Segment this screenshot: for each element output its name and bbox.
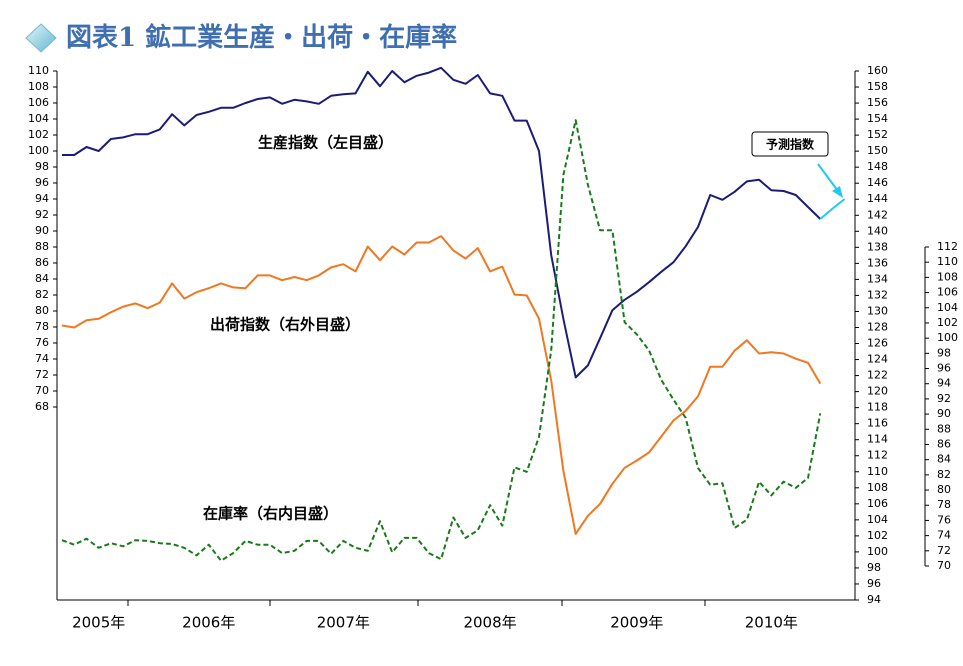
tick-label: 110 — [937, 255, 958, 268]
tick-label: 78 — [937, 498, 951, 511]
tick-label: 134 — [867, 272, 888, 285]
x-tick-label: 2008年 — [463, 614, 516, 632]
tick-label: 78 — [35, 320, 49, 333]
tick-label: 152 — [867, 128, 888, 141]
tick-label: 96 — [937, 362, 951, 375]
tick-label: 86 — [35, 256, 49, 269]
tick-label: 102 — [867, 529, 888, 542]
tick-label: 156 — [867, 96, 888, 109]
axes — [56, 71, 926, 606]
tick-label: 96 — [867, 577, 881, 590]
tick-label: 80 — [937, 483, 951, 496]
tick-label: 70 — [937, 559, 951, 572]
tick-label: 92 — [35, 208, 49, 221]
series-line — [61, 235, 822, 535]
annotation-box — [751, 131, 829, 157]
tick-label: 84 — [35, 272, 49, 285]
tick-label: 136 — [867, 256, 888, 269]
tick-label: 86 — [937, 437, 951, 450]
tick-label: 106 — [867, 497, 888, 510]
title-icon — [25, 23, 57, 53]
series-line — [61, 119, 822, 562]
x-tick-label: 2007年 — [317, 614, 370, 632]
tick-label: 88 — [35, 240, 49, 253]
tick-label: 126 — [867, 337, 888, 350]
tick-label: 92 — [937, 392, 951, 405]
tick-label: 72 — [35, 368, 49, 381]
tick-label: 102 — [937, 316, 958, 329]
tick-label: 96 — [35, 176, 49, 189]
tick-label: 104 — [28, 112, 49, 125]
tick-label: 118 — [867, 401, 888, 414]
tick-label: 148 — [867, 160, 888, 173]
tick-label: 84 — [937, 453, 951, 466]
tick-label: 108 — [28, 80, 49, 93]
tick-label: 94 — [867, 593, 881, 606]
tick-label: 94 — [937, 377, 951, 390]
tick-label: 82 — [937, 468, 951, 481]
tick-label: 100 — [937, 331, 958, 344]
tick-label: 72 — [937, 544, 951, 557]
tick-label: 132 — [867, 288, 888, 301]
tick-label: 124 — [867, 353, 888, 366]
tick-label: 108 — [937, 270, 958, 283]
tick-label: 116 — [867, 417, 888, 430]
tick-label: 106 — [937, 286, 958, 299]
x-tick-label: 2009年 — [610, 614, 663, 632]
tick-label: 128 — [867, 320, 888, 333]
tick-label: 110 — [867, 465, 888, 478]
tick-label: 158 — [867, 80, 888, 93]
series-line — [819, 198, 846, 220]
tick-label: 74 — [937, 529, 951, 542]
series-label: 出荷指数（右外目盛） — [210, 316, 360, 334]
tick-label: 76 — [35, 336, 49, 349]
tick-label: 100 — [867, 545, 888, 558]
annotation-arrow — [817, 163, 839, 192]
tick-label: 146 — [867, 176, 888, 189]
tick-label: 98 — [867, 561, 881, 574]
annotation-label: 予測指数 — [766, 137, 815, 152]
tick-label: 70 — [35, 384, 49, 397]
tick-label: 82 — [35, 288, 49, 301]
series-line — [62, 66, 821, 379]
tick-label: 142 — [867, 208, 888, 221]
annotation-arrowhead — [832, 186, 843, 198]
tick-label: 88 — [937, 422, 951, 435]
tick-label: 74 — [35, 352, 49, 365]
tick-label: 90 — [937, 407, 951, 420]
tick-label: 98 — [35, 160, 49, 173]
tick-label: 98 — [937, 346, 951, 359]
series-label: 在庫率（右内目盛） — [203, 505, 338, 523]
x-tick-label: 2006年 — [182, 614, 235, 632]
tick-label: 140 — [867, 224, 888, 237]
tick-label: 160 — [867, 64, 888, 77]
tick-label: 122 — [867, 369, 888, 382]
tick-label: 104 — [937, 301, 958, 314]
tick-label: 100 — [28, 144, 49, 157]
tick-label: 112 — [937, 240, 958, 253]
tick-label: 106 — [28, 96, 49, 109]
tick-label: 150 — [867, 144, 888, 157]
tick-label: 130 — [867, 304, 888, 317]
tick-label: 80 — [35, 304, 49, 317]
tick-label: 102 — [28, 128, 49, 141]
tick-label: 154 — [867, 112, 888, 125]
tick-label: 108 — [867, 481, 888, 494]
series-label: 生産指数（左目盛） — [258, 134, 393, 152]
tick-label: 90 — [35, 224, 49, 237]
tick-label: 110 — [28, 64, 49, 77]
tick-label: 76 — [937, 513, 951, 526]
tick-label: 138 — [867, 240, 888, 253]
tick-label: 114 — [867, 433, 888, 446]
x-tick-label: 2010年 — [745, 614, 798, 632]
x-tick-label: 2005年 — [72, 614, 125, 632]
tick-label: 104 — [867, 513, 888, 526]
tick-label: 68 — [35, 400, 49, 413]
chart-title: 図表1 鉱工業生産・出荷・在庫率 — [66, 22, 457, 53]
tick-label: 120 — [867, 385, 888, 398]
tick-label: 94 — [35, 192, 49, 205]
tick-label: 112 — [867, 449, 888, 462]
tick-label: 144 — [867, 192, 888, 205]
